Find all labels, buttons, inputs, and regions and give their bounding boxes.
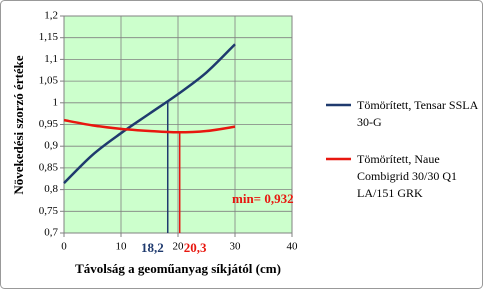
- y-tick-label: 0,7: [44, 227, 58, 239]
- x-tick-label: 40: [287, 241, 299, 253]
- y-tick-label: 1,2: [44, 10, 58, 22]
- y-tick-label: 1,05: [39, 75, 59, 87]
- legend-label: Tömörített, Tensar SSLA 30-G: [357, 98, 478, 129]
- y-tick-label: 1,1: [44, 53, 58, 65]
- y-tick-label: 0,8: [44, 183, 58, 195]
- y-tick-label: 1,15: [39, 31, 59, 43]
- x-tick-label: 10: [116, 241, 128, 253]
- y-tick-label: 0,85: [39, 161, 59, 173]
- series-line: [63, 118, 236, 134]
- y-tick-label: 0,75: [39, 205, 59, 217]
- series-line: [63, 43, 236, 184]
- legend-label: Tömörített, Naue Combigrid 30/30 Q1 LA/1…: [357, 152, 458, 200]
- marker-label: 18,2: [141, 240, 164, 255]
- y-tick-label: 0,9: [44, 140, 58, 152]
- x-tick-label: 0: [61, 241, 67, 253]
- y-tick-label: 0,95: [39, 118, 59, 130]
- x-tick-label: 20: [173, 241, 185, 253]
- x-tick-label: 30: [230, 241, 242, 253]
- x-axis-label: Távolság a geoműanyag síkjától (cm): [75, 261, 281, 276]
- y-axis-label: Növekedési szorzó értéke: [11, 55, 26, 195]
- annotation: min= 0,932: [232, 191, 294, 206]
- y-tick-label: 1: [53, 96, 59, 108]
- marker-label: 20,3: [184, 240, 207, 255]
